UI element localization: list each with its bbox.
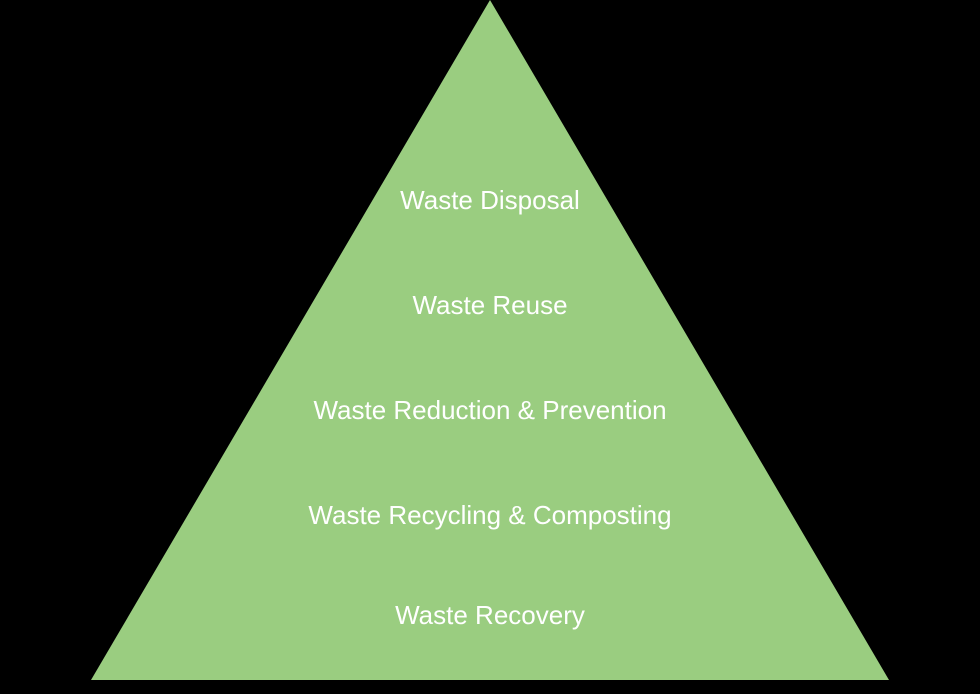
- pyramid-level-4: Waste Recycling & Composting: [0, 500, 980, 531]
- pyramid-level-5: Waste Recovery: [0, 600, 980, 631]
- pyramid-diagram: Waste Disposal Waste Reuse Waste Reducti…: [0, 0, 980, 694]
- pyramid-labels: Waste Disposal Waste Reuse Waste Reducti…: [0, 0, 980, 694]
- pyramid-level-3: Waste Reduction & Prevention: [0, 395, 980, 426]
- pyramid-level-1: Waste Disposal: [0, 185, 980, 216]
- pyramid-level-2: Waste Reuse: [0, 290, 980, 321]
